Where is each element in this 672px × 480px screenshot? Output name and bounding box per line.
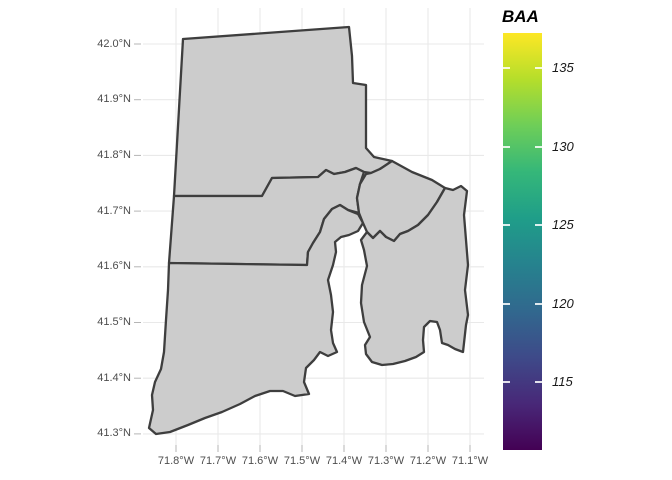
legend-tick-label: 130	[552, 138, 574, 154]
x-tick-label: 71.6°W	[241, 455, 279, 467]
x-tick-label: 71.8°W	[157, 455, 195, 467]
legend-tick-mark	[535, 381, 542, 383]
legend-tick-mark	[503, 302, 510, 305]
legend-tick-mark	[535, 224, 542, 226]
y-tick-label: 41.8°N	[97, 148, 131, 161]
y-tick-label: 41.4°N	[97, 371, 131, 384]
map-region-newport-county	[359, 184, 470, 367]
legend-tick-label: 135	[552, 60, 574, 75]
legend-tick-label: 120	[552, 295, 574, 311]
x-tick-label: 71.5°W	[283, 455, 321, 467]
y-tick-label: 41.3°N	[97, 427, 131, 440]
legend-colorbar	[503, 33, 542, 450]
map-region-washington-county	[147, 203, 365, 436]
legend-tick-mark	[535, 67, 542, 69]
legend-tick-mark	[503, 224, 510, 226]
legend-tick-label: 125	[552, 217, 574, 232]
county-map	[147, 25, 470, 436]
legend-title: BAA	[502, 7, 539, 26]
legend-tick-mark	[503, 381, 510, 383]
legend-tick-mark	[535, 145, 542, 148]
x-tick-label: 71.1°W	[451, 455, 489, 467]
legend-tick-label: 115	[552, 374, 573, 389]
x-tick-label: 71.4°W	[325, 455, 363, 467]
axis-tick-marks	[134, 43, 471, 452]
y-tick-label: 41.7°N	[97, 204, 131, 217]
y-tick-label: 41.9°N	[97, 93, 131, 106]
y-tick-label: 41.5°N	[97, 316, 131, 328]
x-tick-label: 71.3°W	[367, 455, 405, 467]
x-tick-label: 71.2°W	[409, 455, 447, 467]
legend-tick-mark	[535, 302, 542, 305]
y-tick-label: 41.6°N	[97, 260, 131, 273]
y-tick-label: 42.0°N	[97, 37, 131, 50]
legend-tick-mark	[503, 145, 510, 148]
x-tick-label: 71.7°W	[199, 455, 237, 467]
legend-tick-mark	[503, 67, 510, 69]
